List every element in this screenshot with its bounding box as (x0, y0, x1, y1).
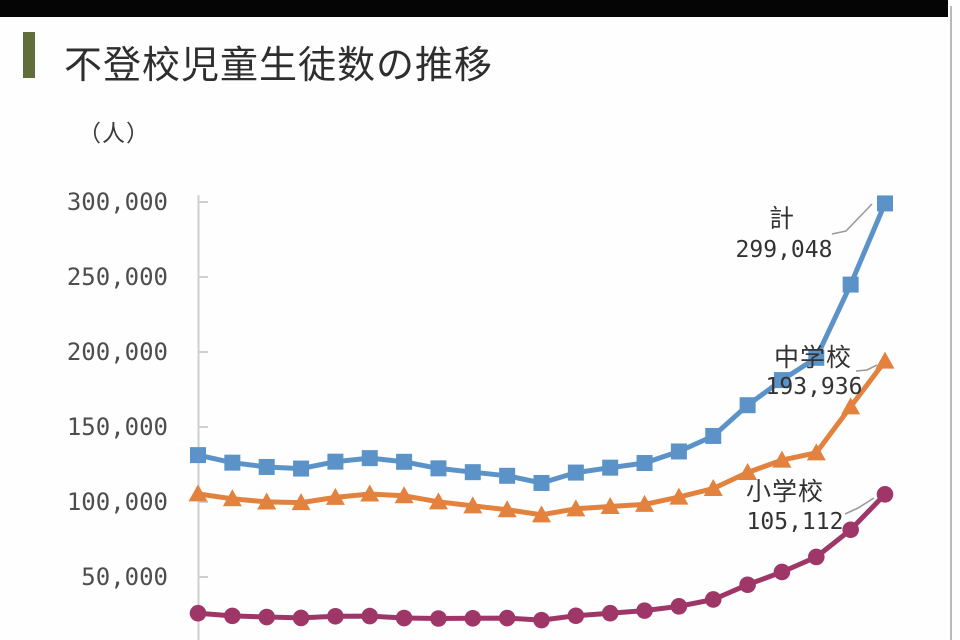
series-0 (190, 195, 893, 491)
data-point-marker (566, 499, 586, 517)
data-point-marker (189, 604, 207, 622)
data-point-marker (739, 397, 756, 414)
data-point-marker (394, 486, 414, 504)
letterbox-top-bar (0, 0, 948, 17)
series-1 (188, 351, 895, 523)
data-point-marker (533, 474, 550, 491)
data-point-marker (497, 500, 517, 518)
data-point-marker (773, 563, 791, 581)
data-point-marker (532, 505, 551, 523)
y-axis-ticks (198, 201, 208, 578)
data-point-marker (636, 455, 653, 472)
data-point-marker (499, 467, 516, 484)
data-point-marker (224, 607, 241, 625)
y-axis: 300,000 250,000 200,000 150,000 100,000 50,00… (38, 0, 168, 640)
data-point-marker (670, 598, 688, 615)
leader-line-elementary (844, 497, 875, 515)
data-point-marker (327, 453, 344, 470)
data-point-marker (703, 479, 723, 497)
data-point-marker (360, 484, 380, 502)
data-point-marker (842, 521, 859, 539)
data-point-marker (842, 276, 859, 293)
data-point-marker (738, 462, 758, 480)
data-point-marker (430, 610, 447, 627)
data-point-marker (327, 607, 344, 625)
y-axis-tick-label: 300,000 (66, 188, 168, 216)
data-point-marker (428, 492, 448, 510)
series-label-junior-high: 中学校 (773, 343, 853, 372)
data-point-marker (841, 397, 861, 415)
leader-line-junior-high (855, 364, 878, 372)
data-point-marker (464, 610, 482, 627)
data-point-marker (635, 494, 655, 512)
data-point-marker (875, 351, 895, 369)
data-point-marker (567, 464, 584, 481)
data-point-marker (739, 576, 756, 594)
data-point-marker (808, 548, 825, 566)
data-point-marker (361, 450, 378, 467)
y-axis-tick-label: 250,000 (66, 263, 168, 291)
series-value-junior-high: 193,936 (765, 374, 863, 400)
data-point-marker (705, 427, 722, 444)
data-point-marker (257, 492, 277, 510)
data-point-marker (704, 591, 722, 608)
data-point-marker (773, 372, 790, 389)
data-point-marker (188, 484, 208, 502)
data-point-marker (772, 450, 792, 468)
data-point-marker (602, 459, 619, 476)
series-label-total: 計 (768, 204, 796, 233)
data-point-marker (224, 454, 241, 471)
data-point-marker (463, 496, 483, 514)
data-point-marker (669, 487, 689, 505)
data-point-marker (600, 496, 620, 514)
data-point-marker (396, 453, 413, 470)
data-point-marker (670, 443, 687, 460)
data-point-marker (361, 607, 379, 625)
data-point-marker (808, 349, 825, 366)
series-label-elementary: 小学校 (745, 477, 825, 506)
series-value-elementary: 105,112 (746, 509, 844, 535)
data-point-marker (325, 487, 345, 505)
y-axis-tick-label: 200,000 (66, 338, 168, 366)
series-value-total: 299,048 (735, 237, 833, 263)
series-2 (189, 486, 894, 629)
chart-title: 不登校児童生徒数の推移 (64, 43, 494, 87)
y-axis-tick-label: 100,000 (66, 488, 168, 516)
y-axis-tick-label: 150,000 (66, 413, 168, 441)
data-point-marker (222, 489, 242, 507)
data-point-marker (430, 460, 447, 477)
data-point-marker (395, 609, 413, 627)
data-point-marker (293, 460, 310, 477)
data-point-marker (291, 493, 311, 511)
data-point-marker (533, 611, 550, 629)
data-point-marker (190, 447, 206, 464)
data-point-marker (498, 609, 516, 627)
data-point-marker (601, 604, 619, 622)
data-point-marker (636, 602, 653, 619)
data-point-marker (258, 458, 275, 475)
data-point-marker (876, 486, 894, 503)
data-point-marker (464, 464, 481, 481)
data-point-marker (806, 443, 826, 461)
data-point-marker (877, 195, 893, 212)
chart-series (188, 195, 895, 629)
title-accent-bar (23, 32, 35, 78)
data-point-marker (292, 609, 310, 627)
leader-line-total (831, 203, 873, 235)
data-point-marker (258, 608, 276, 626)
y-axis-tick-label: 50,000 (81, 563, 168, 591)
data-point-marker (567, 607, 585, 625)
slide-right-edge-line (950, 6, 952, 640)
y-axis-unit-label: （人） (78, 121, 150, 147)
